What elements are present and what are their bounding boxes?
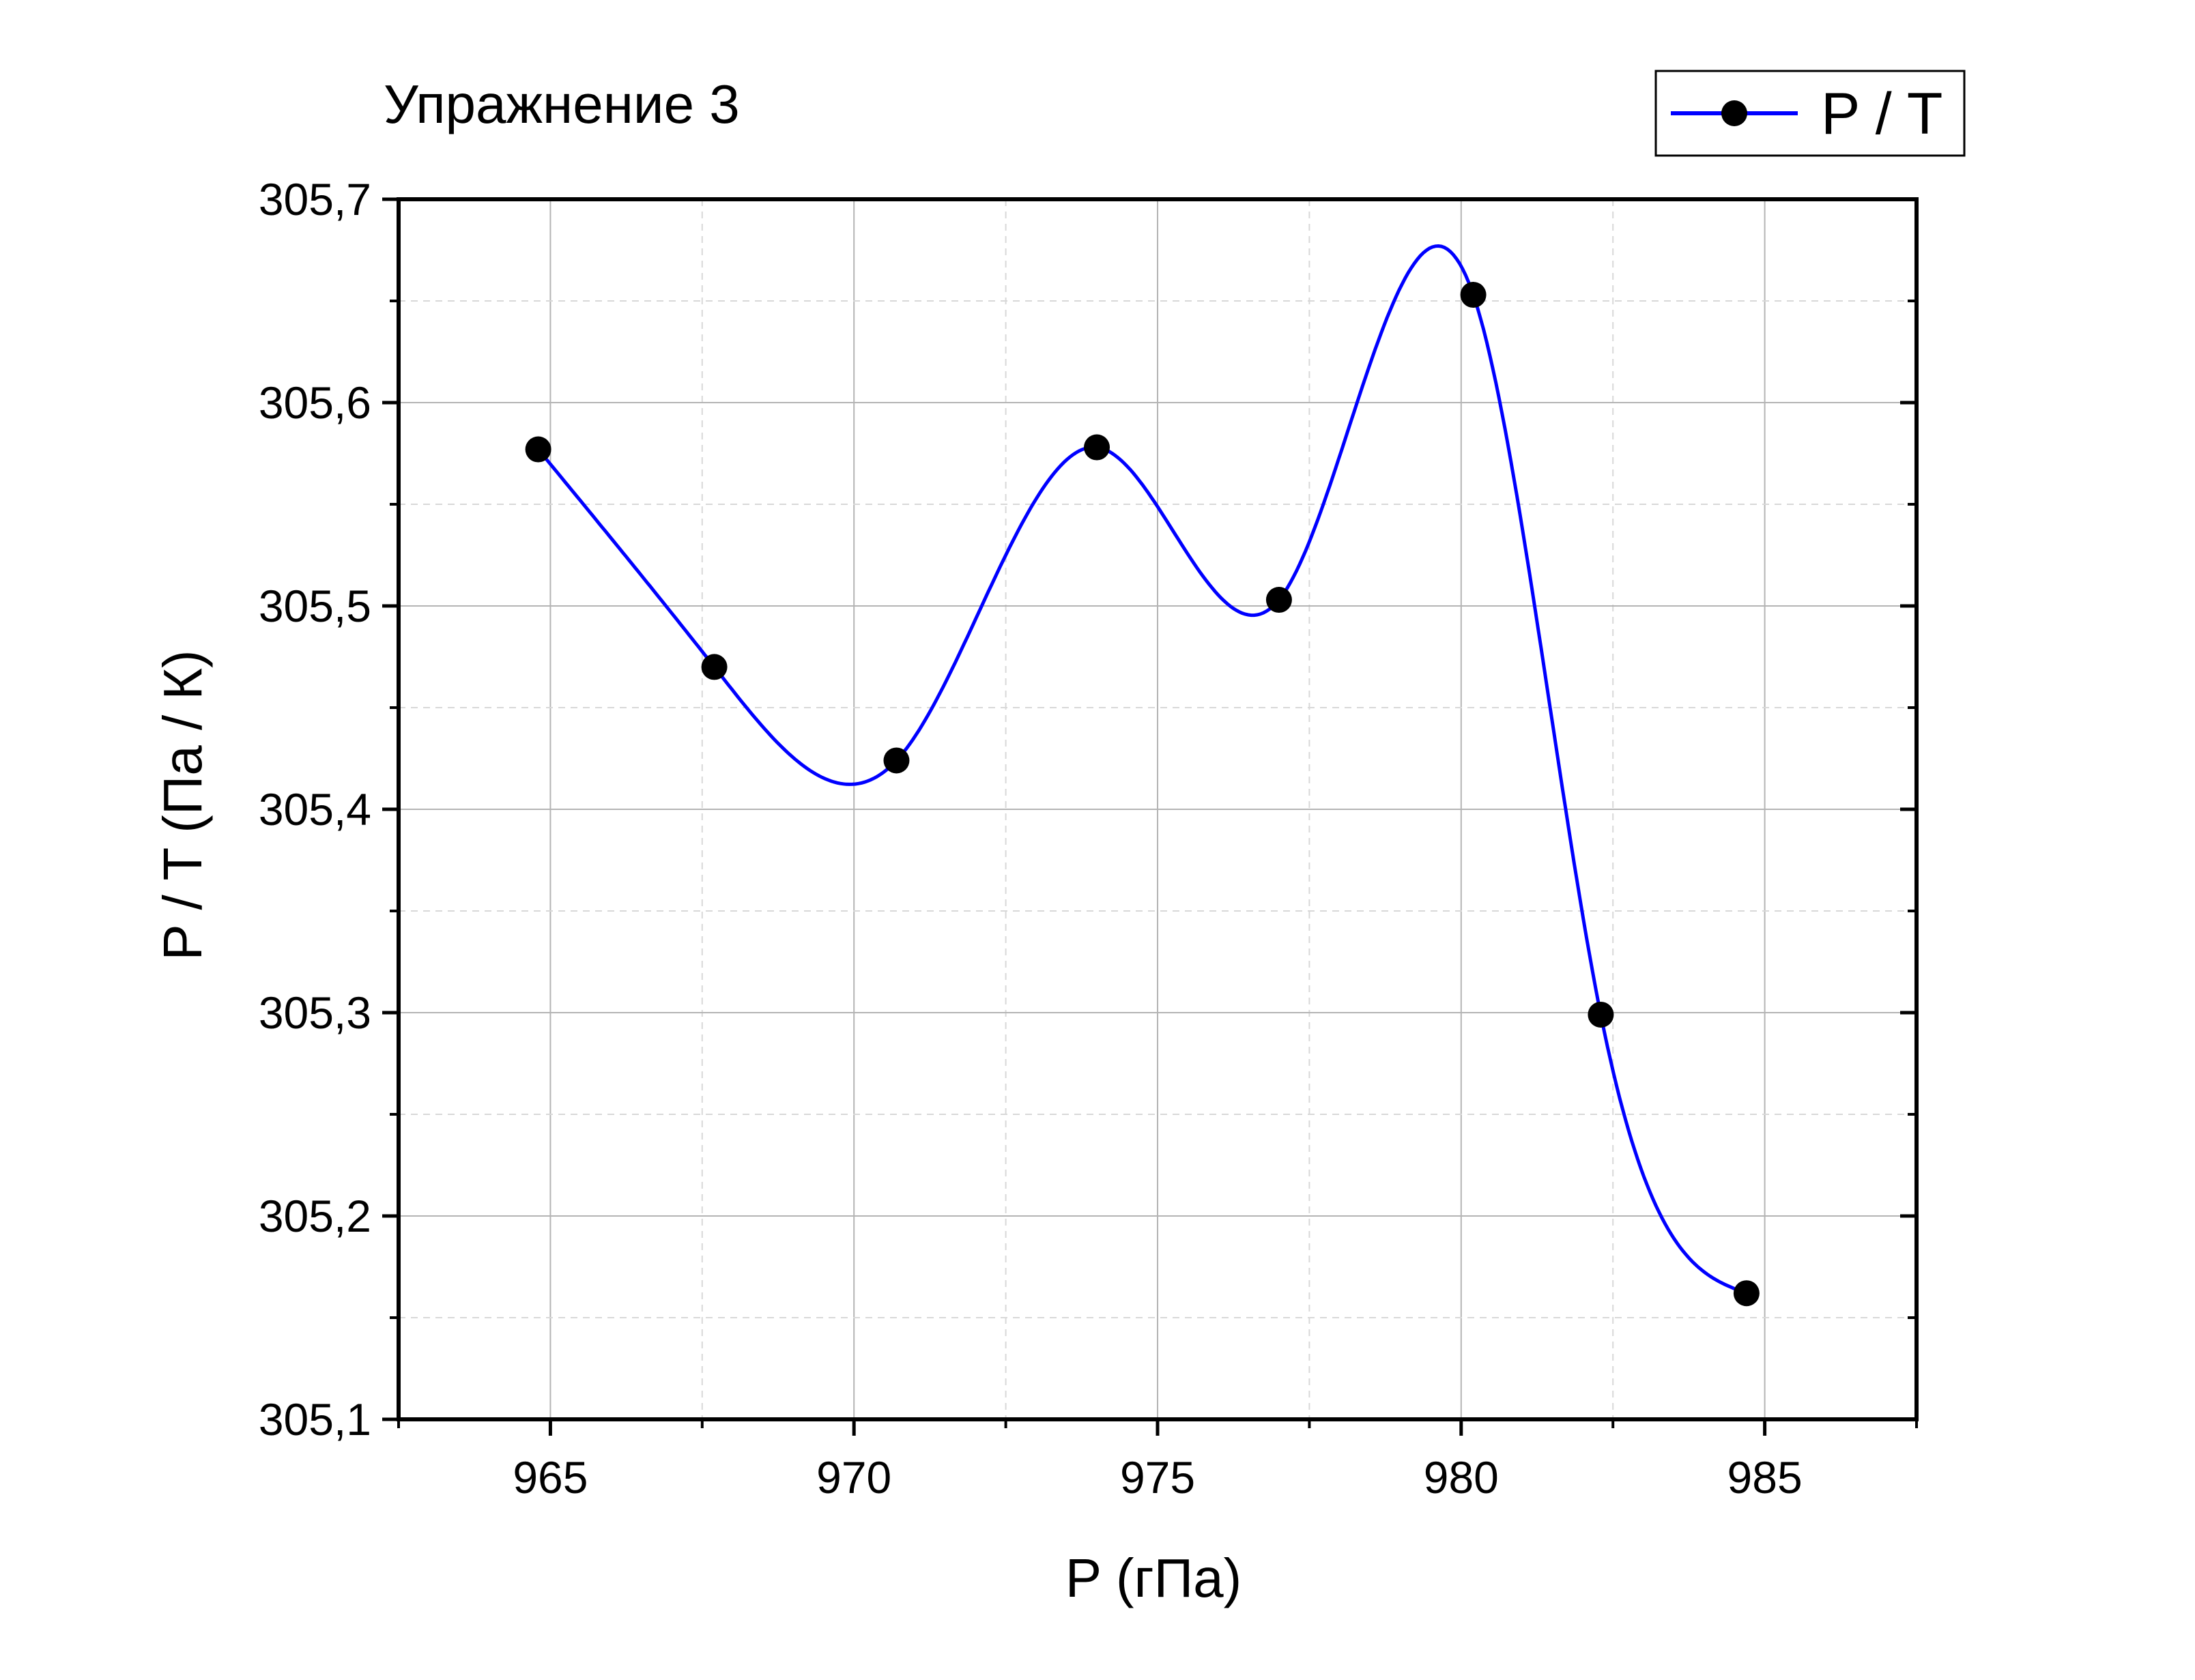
data-point — [883, 747, 910, 774]
legend: P / T — [1654, 70, 1966, 157]
y-axis-title: P / T (Па / К) — [152, 650, 213, 960]
y-tick-label: 305,5 — [259, 581, 371, 631]
x-tick-label: 985 — [1727, 1452, 1803, 1503]
series-line — [536, 244, 1747, 1295]
data-point — [1265, 587, 1292, 613]
axis-ticks: 965 970 975 980 985 305,1 305,2 305,3 305,4 305,5… — [259, 174, 1918, 1503]
data-point — [701, 654, 728, 680]
data-point — [525, 436, 551, 463]
data-point — [1588, 1001, 1614, 1028]
y-tick-label: 305,2 — [259, 1191, 371, 1241]
y-tick-label: 305,7 — [259, 174, 371, 225]
x-axis-title: P (гПа) — [1065, 1548, 1242, 1608]
data-point — [1084, 434, 1110, 461]
y-tick-label: 305,1 — [259, 1394, 371, 1445]
chart-title: Упражнение 3 — [384, 74, 740, 134]
legend-label: P / T — [1821, 81, 1942, 147]
grid — [399, 199, 1917, 1419]
x-tick-label: 965 — [513, 1452, 588, 1503]
x-tick-label: 980 — [1424, 1452, 1499, 1503]
legend-marker — [1721, 100, 1747, 126]
y-tick-label: 305,3 — [259, 987, 371, 1038]
data-point — [1733, 1280, 1760, 1307]
y-tick-label: 305,4 — [259, 784, 371, 835]
series-layer — [525, 244, 1760, 1307]
data-point — [1460, 282, 1487, 308]
x-tick-label: 975 — [1120, 1452, 1195, 1503]
x-tick-label: 970 — [816, 1452, 891, 1503]
y-tick-label: 305,6 — [259, 377, 371, 428]
